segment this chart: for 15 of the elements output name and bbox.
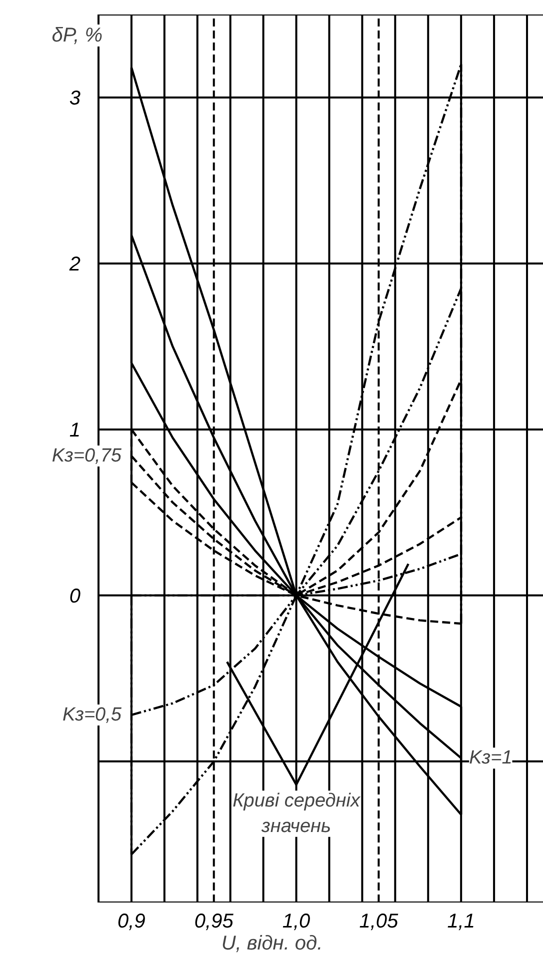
x-tick-label: 0,9 (118, 910, 146, 932)
annotation: Kз=0,5 (62, 704, 122, 726)
y-tick-label: 1 (69, 419, 80, 442)
annotation: Kз=0,75 (52, 446, 122, 467)
x-tick-label: 1,0 (282, 910, 310, 932)
ref-line-label: 1,05 (359, 910, 400, 932)
x-tick-label: 1,1 (447, 910, 476, 932)
y-tick-label: 3 (69, 87, 80, 110)
annotation: Kз=1 (469, 748, 512, 769)
annotation: Криві середніх значень (232, 790, 362, 837)
ref-line-label: 0,95 (194, 910, 234, 932)
y-tick-label: 0 (69, 585, 80, 608)
x-axis-title: U, відн. од. (221, 932, 323, 954)
y-axis-title: δP, % (52, 24, 103, 46)
y-tick-label: 2 (68, 253, 80, 276)
